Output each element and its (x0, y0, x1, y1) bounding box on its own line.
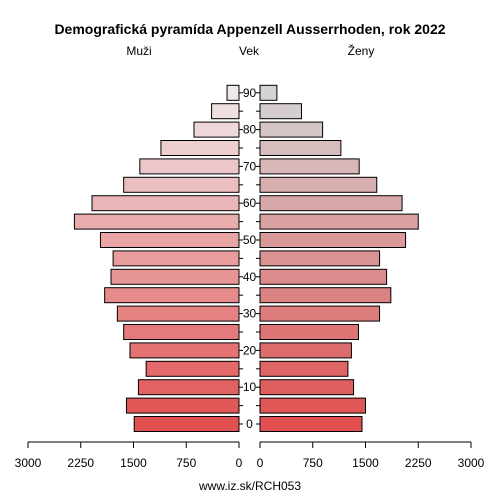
female-header: Ženy (348, 43, 375, 58)
x-tick-male-750-label: 750 (176, 456, 196, 470)
age-label: 60 (243, 196, 257, 210)
bar-male-age-90 (226, 84, 240, 101)
bar-male-age-0 (133, 416, 240, 432)
age-label: 10 (243, 380, 257, 394)
bar-male-age-80 (193, 121, 240, 138)
bar-male-age-30 (116, 305, 240, 322)
bar-male-age-25 (123, 324, 240, 340)
bar-female-age-5 (259, 397, 366, 414)
bar-male-age-45 (112, 250, 240, 267)
bar-female-age-85 (259, 103, 302, 120)
bar-male-age-50 (99, 232, 240, 248)
bar-female-age-20 (259, 342, 352, 359)
bar-female-age-30 (259, 305, 381, 322)
age-header: Vek (239, 44, 260, 58)
bar-male-age-40 (110, 268, 240, 285)
male-header: Muži (126, 44, 151, 58)
age-label: 90 (243, 86, 257, 100)
source-footer: www.iz.sk/RCH053 (198, 479, 301, 493)
bar-male-age-65 (123, 176, 240, 193)
x-tick-male-1500-label: 1500 (120, 456, 147, 470)
bar-female-age-45 (259, 250, 381, 267)
bar-female-age-40 (259, 268, 388, 285)
bar-female-age-10 (259, 379, 355, 396)
x-tick-female-0-label: 0 (257, 456, 264, 470)
bar-female-age-50 (259, 232, 407, 248)
bar-male-age-20 (129, 342, 240, 359)
bar-female-age-25 (259, 324, 359, 340)
x-tick-female-3000-label: 3000 (458, 456, 485, 470)
chart-title: Demografická pyramída Appenzell Ausserrh… (54, 21, 445, 37)
bar-female-age-35 (259, 287, 392, 304)
bar-female-age-70 (259, 158, 360, 175)
bar-female-age-75 (259, 140, 342, 156)
x-tick-male-0-label: 0 (236, 456, 243, 470)
x-tick-male-2250-label: 2250 (67, 456, 94, 470)
bar-female-age-15 (259, 360, 349, 377)
age-label: 70 (243, 159, 257, 173)
age-label: 30 (243, 307, 257, 321)
bar-male-age-85 (211, 103, 240, 120)
x-tick-male-3000-label: 3000 (15, 456, 42, 470)
bar-female-age-90 (259, 84, 278, 101)
bar-female-age-60 (259, 195, 403, 212)
age-label: 0 (246, 417, 253, 431)
x-tick-female-750-label: 750 (303, 456, 323, 470)
bar-male-age-70 (139, 158, 240, 175)
bar-male-age-5 (125, 397, 240, 414)
bar-female-age-0 (259, 416, 363, 432)
bar-male-age-15 (145, 360, 240, 377)
age-label: 80 (243, 123, 257, 137)
bar-male-age-60 (91, 195, 240, 212)
x-tick-female-1500-label: 1500 (352, 456, 379, 470)
bar-male-age-10 (137, 379, 240, 396)
age-label: 50 (243, 233, 257, 247)
age-label: 20 (243, 343, 257, 357)
bar-female-age-80 (259, 121, 324, 138)
bar-male-age-35 (104, 287, 240, 304)
age-label: 40 (243, 270, 257, 284)
bar-female-age-65 (259, 176, 378, 193)
bar-male-age-55 (73, 213, 240, 230)
bar-male-age-75 (160, 140, 240, 156)
bar-female-age-55 (259, 213, 419, 230)
x-tick-female-2250-label: 2250 (405, 456, 432, 470)
